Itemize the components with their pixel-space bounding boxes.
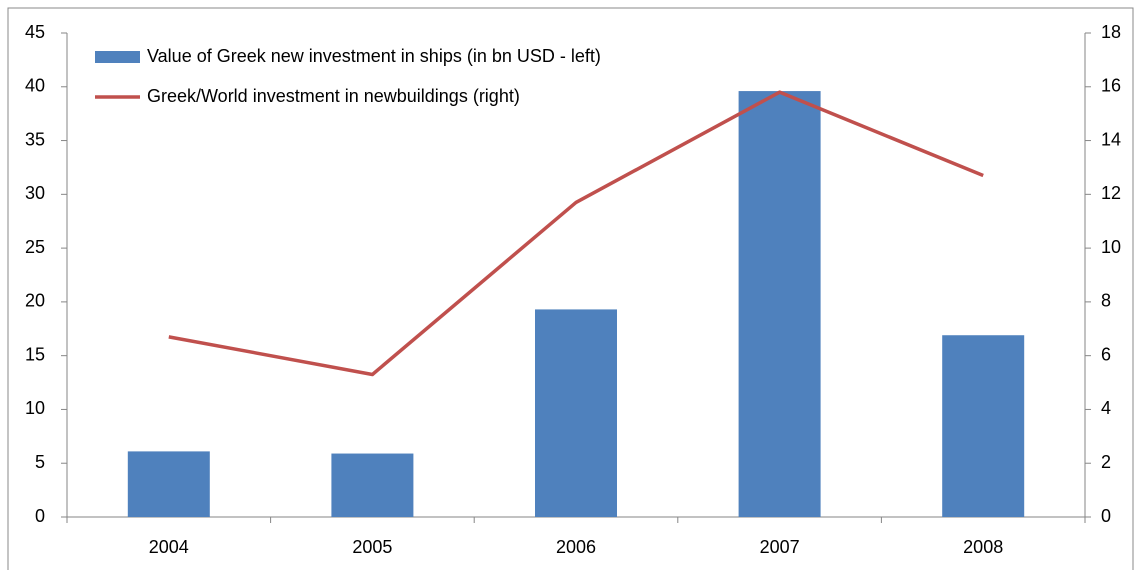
legend-label: Value of Greek new investment in ships (… (147, 46, 601, 66)
y-tick-label: 5 (35, 452, 45, 472)
y-tick-label: 45 (25, 22, 45, 42)
y2-tick-label: 14 (1101, 129, 1121, 149)
y-tick-label: 40 (25, 76, 45, 96)
y2-tick-label: 18 (1101, 22, 1121, 42)
y2-tick-label: 16 (1101, 76, 1121, 96)
y-tick-label: 0 (35, 506, 45, 526)
x-tick-label: 2007 (760, 537, 800, 557)
y-tick-label: 15 (25, 344, 45, 364)
y2-tick-label: 10 (1101, 237, 1121, 257)
x-tick-label: 2006 (556, 537, 596, 557)
y-tick-label: 30 (25, 183, 45, 203)
y-tick-label: 20 (25, 291, 45, 311)
x-tick-label: 2008 (963, 537, 1003, 557)
y2-tick-label: 0 (1101, 506, 1111, 526)
y2-tick-label: 8 (1101, 291, 1111, 311)
x-tick-label: 2004 (149, 537, 189, 557)
legend-swatch (95, 51, 140, 63)
y-tick-label: 25 (25, 237, 45, 257)
bar (535, 309, 617, 517)
y-tick-label: 10 (25, 398, 45, 418)
bar (331, 453, 414, 517)
y2-tick-label: 6 (1101, 344, 1111, 364)
y2-tick-label: 4 (1101, 398, 1111, 418)
bar (127, 451, 210, 517)
bar (738, 91, 821, 517)
y-tick-label: 35 (25, 129, 45, 149)
y2-tick-label: 12 (1101, 183, 1121, 203)
y2-tick-label: 2 (1101, 452, 1111, 472)
x-tick-label: 2005 (352, 537, 392, 557)
bar (942, 335, 1025, 517)
legend-label: Greek/World investment in newbuildings (… (147, 86, 520, 106)
line (168, 90, 984, 377)
